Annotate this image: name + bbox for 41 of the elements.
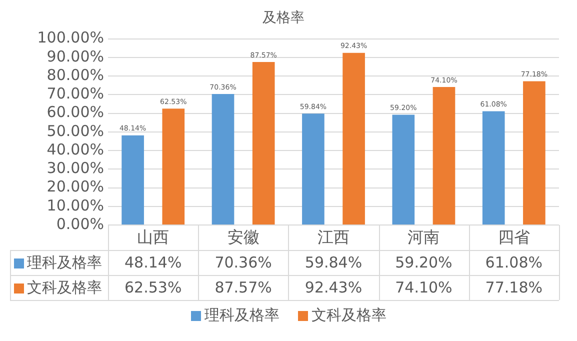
y-tick-label: 50.00% (46, 122, 104, 140)
text: 理科及格率 (204, 306, 280, 324)
y-tick-label: 100.00% (37, 28, 104, 47)
data-label: 77.18% (485, 278, 542, 296)
data-label: 62.53% (124, 278, 182, 296)
legend-label: 理科及格率 (27, 253, 102, 272)
y-tick-label: 10.00% (46, 196, 104, 214)
bar (162, 108, 185, 224)
bar (252, 62, 275, 224)
y-tick-label: 90.00% (46, 47, 104, 66)
text: 文科及格率 (312, 306, 386, 324)
data-label: 59.84% (304, 253, 362, 272)
bar (122, 135, 144, 224)
chart-title: 及格率 (262, 10, 304, 26)
y-tick-label: 40.00% (46, 140, 104, 158)
y-tick-label: 80.00% (46, 66, 104, 84)
x-tick-label: 河南 (408, 228, 440, 247)
y-tick-label: 20.00% (46, 178, 104, 196)
data-label: 70.36% (214, 253, 272, 272)
x-tick-label: 安徽 (227, 228, 260, 247)
bar (342, 52, 365, 224)
data-label: 87.57% (214, 278, 272, 296)
y-tick-label: 70.00% (46, 84, 104, 103)
legend-label: 文科及格率 (27, 278, 102, 296)
bar (392, 114, 415, 224)
bar (302, 114, 324, 224)
bar (482, 111, 505, 224)
y-tick-label: 60.00% (46, 103, 104, 122)
bar (432, 87, 456, 224)
x-tick-label: 四省 (498, 228, 530, 247)
bar (212, 94, 234, 224)
bar (523, 81, 546, 224)
data-label: 92.43% (304, 278, 362, 296)
data-label: 48.14% (124, 253, 182, 272)
data-label: 61.08% (485, 253, 542, 272)
data-label: 59.20% (395, 253, 452, 272)
x-tick-label: 山西 (137, 228, 170, 247)
y-tick-label: 0.00% (56, 214, 104, 233)
y-tick-label: 30.00% (46, 159, 104, 178)
x-tick-label: 江西 (318, 228, 350, 247)
data-label: 74.10% (395, 278, 452, 296)
